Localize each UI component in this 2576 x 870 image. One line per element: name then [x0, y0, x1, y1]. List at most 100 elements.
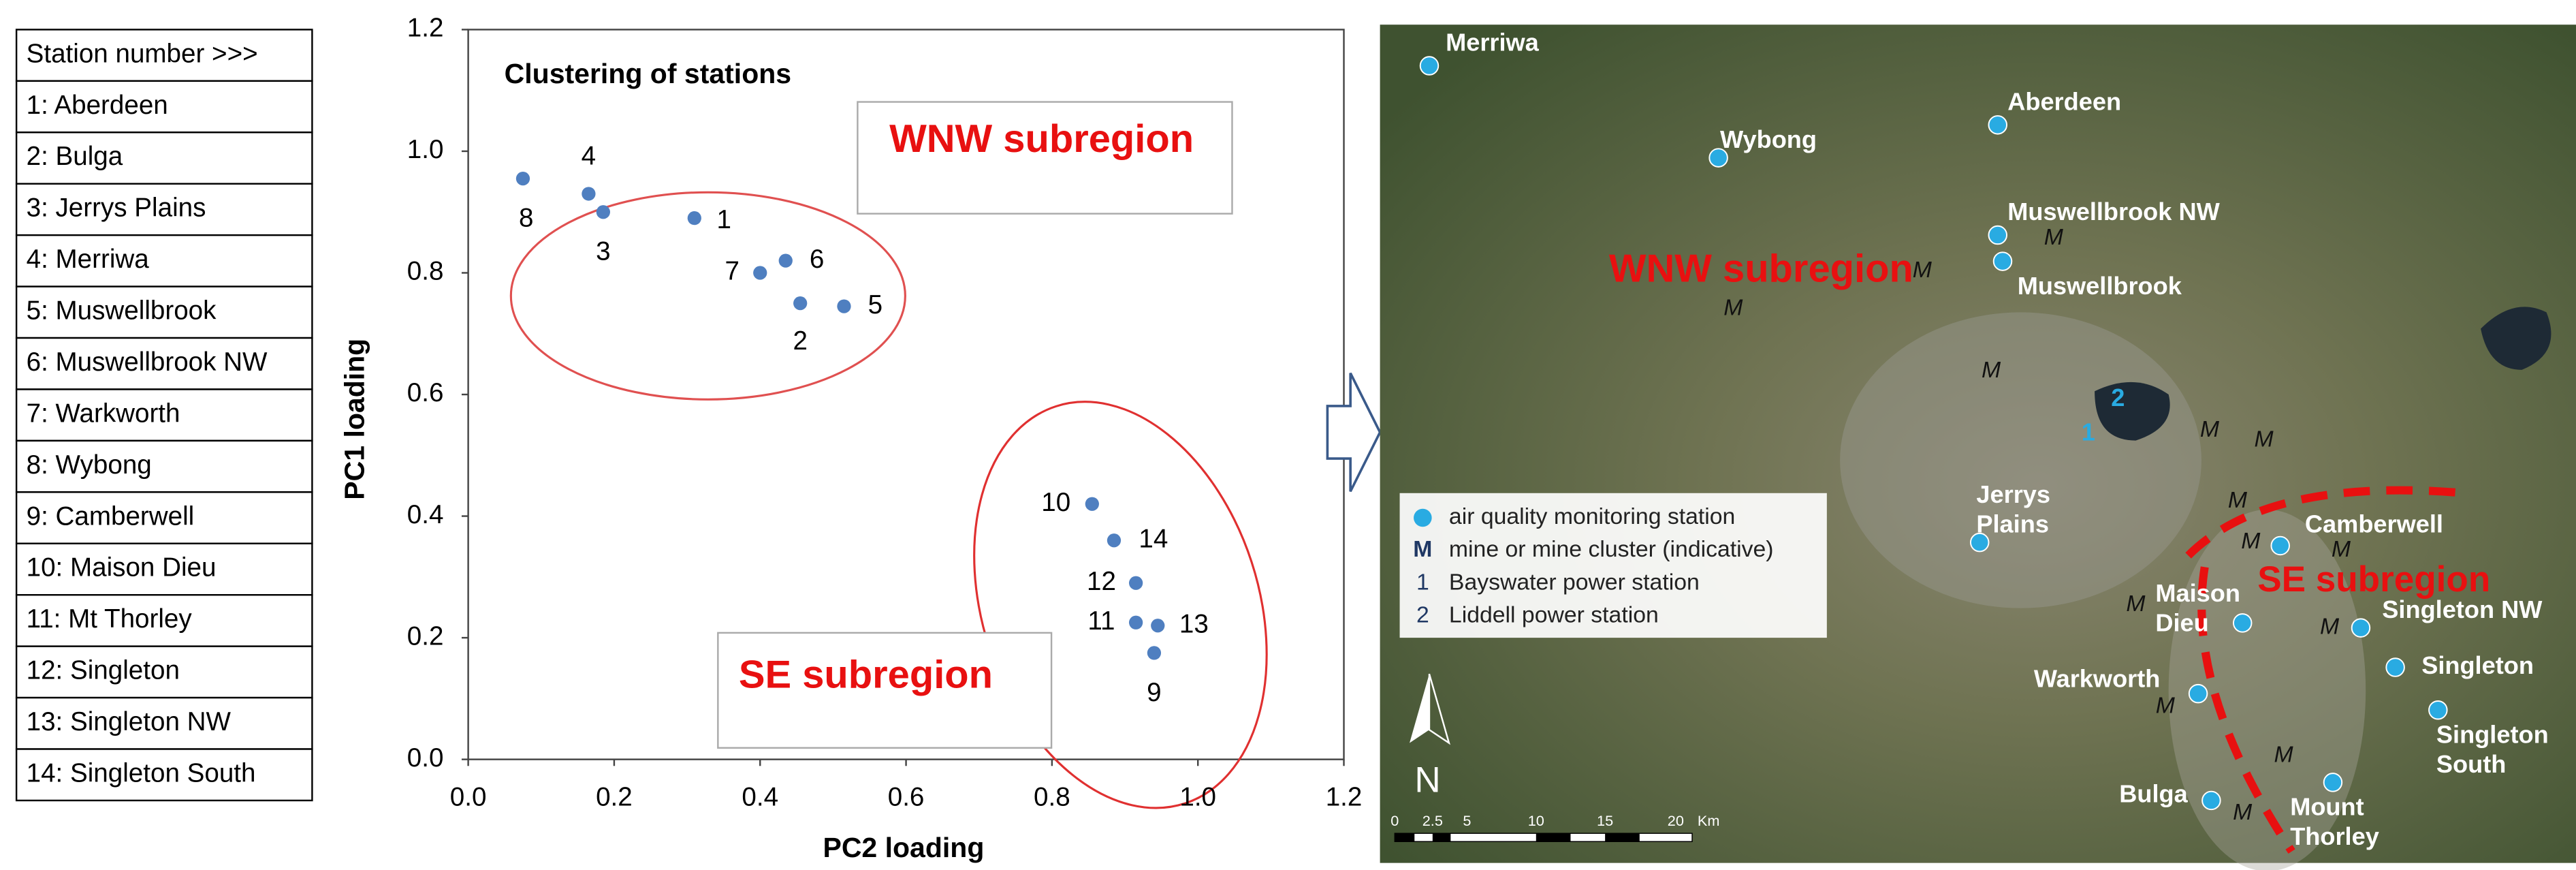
- point-label: 12: [1087, 567, 1116, 596]
- point-label: 7: [725, 257, 739, 286]
- scale-label: 15: [1597, 812, 1613, 829]
- table-cell: [15, 29, 313, 82]
- point-label: 9: [1147, 678, 1161, 707]
- table-row: 13: Singleton NW: [27, 707, 232, 736]
- mine-marker: M: [2332, 536, 2351, 562]
- data-point: [753, 266, 767, 280]
- legend-text: air quality monitoring station: [1449, 503, 1735, 529]
- station-dot: [1708, 148, 1728, 168]
- mine-marker: M: [2320, 614, 2340, 640]
- region-label: WNW subregion: [1609, 247, 1913, 290]
- x-tick-label: 0.6: [888, 783, 925, 812]
- station-dot: [1992, 251, 2013, 271]
- lake: [2095, 382, 2170, 441]
- data-point: [1128, 615, 1143, 630]
- table-cell: [15, 131, 313, 185]
- mine-marker: M: [2233, 799, 2253, 825]
- north-arrow: [1428, 673, 1450, 745]
- point-label: 2: [793, 326, 807, 356]
- station-label: Plains: [1976, 510, 2049, 538]
- station-dot: [2201, 790, 2221, 811]
- cluster-ellipse: [973, 401, 1268, 809]
- legend-symbol: 1: [1416, 569, 1429, 595]
- x-axis-label: PC2 loading: [823, 832, 984, 863]
- y-tick-label: 0.2: [407, 621, 444, 651]
- scale-label: 20: [1668, 812, 1684, 829]
- station-dot: [2385, 657, 2405, 677]
- table-cell: [15, 748, 313, 802]
- legend-symbol: [1414, 508, 1432, 527]
- data-point: [596, 205, 610, 219]
- station-label: Jerrys: [1976, 480, 2050, 508]
- mine-marker: M: [1982, 357, 2001, 383]
- scale-bar: [1395, 833, 1640, 842]
- data-point: [1085, 497, 1099, 511]
- y-tick-label: 1.2: [407, 14, 444, 43]
- data-point: [1151, 619, 1165, 633]
- data-point: [1128, 576, 1143, 590]
- data-point: [778, 253, 793, 268]
- table-row: 9: Camberwell: [27, 501, 195, 531]
- table-cell: [15, 491, 313, 544]
- mine-marker: M: [2156, 692, 2176, 718]
- table-row: 4: Merriwa: [27, 245, 150, 274]
- table-row: 5: Muswellbrook: [27, 296, 217, 326]
- mine-marker: M: [2126, 591, 2146, 617]
- station-label: Aberdeen: [2007, 88, 2121, 116]
- terrain: [1840, 312, 2201, 608]
- power-station-label: 1: [2082, 418, 2095, 446]
- table-cell: [15, 542, 313, 596]
- station-label: Warkworth: [2034, 664, 2161, 692]
- station-label: Bulga: [2119, 779, 2188, 807]
- table-cell: [15, 388, 313, 442]
- north-arrow: [1410, 674, 1429, 743]
- data-point: [687, 211, 701, 226]
- terrain: [2168, 509, 2366, 870]
- scale-label: 0: [1390, 812, 1399, 829]
- table-row: 11: Mt Thorley: [27, 604, 193, 634]
- lake: [2481, 307, 2551, 370]
- mine-marker: M: [2200, 416, 2220, 442]
- point-label: 5: [868, 290, 882, 320]
- mine-marker: M: [1723, 294, 1743, 320]
- north-label: N: [1414, 760, 1440, 800]
- scale-label: 2.5: [1422, 812, 1443, 829]
- table-row: 14: Singleton South: [27, 758, 256, 788]
- mine-marker: M: [2255, 426, 2274, 452]
- data-point: [793, 296, 808, 311]
- map-background: [1380, 25, 2576, 863]
- map-legend: [1399, 493, 1827, 638]
- station-label: Muswellbrook NW: [2007, 198, 2220, 226]
- y-tick-label: 0.0: [407, 743, 444, 773]
- point-label: 6: [810, 245, 824, 274]
- station-label: Dieu: [2155, 608, 2208, 636]
- x-tick-label: 0.8: [1034, 783, 1070, 812]
- region-boundary: [2197, 566, 2295, 854]
- data-point: [1147, 646, 1162, 660]
- y-tick-label: 0.4: [407, 500, 444, 529]
- station-dot: [2323, 773, 2343, 792]
- y-tick-label: 1.0: [407, 135, 444, 164]
- mine-marker: M: [2274, 742, 2293, 768]
- point-label: 1: [716, 205, 731, 234]
- x-tick-label: 1.2: [1326, 783, 1363, 812]
- station-dot: [1419, 56, 1440, 76]
- station-label: Singleton: [2421, 651, 2534, 679]
- scatter-chart: Clustering of stations WNW subregion SE …: [338, 14, 1362, 864]
- point-label: 14: [1139, 524, 1168, 553]
- station-label: Merriwa: [1446, 29, 1540, 57]
- station-dot: [1988, 225, 2007, 245]
- data-point: [582, 187, 596, 201]
- y-tick-label: 0.6: [407, 378, 444, 407]
- point-label: 4: [582, 142, 596, 171]
- point-label: 11: [1087, 606, 1115, 636]
- mine-marker: M: [2228, 487, 2248, 513]
- table-cell: [15, 594, 313, 647]
- data-point: [837, 299, 851, 313]
- arrow: [1326, 372, 1382, 493]
- region-label: SE subregion: [2257, 559, 2490, 600]
- annotation-box: [857, 101, 1233, 215]
- point-label: 3: [596, 237, 610, 266]
- annotation-box: [717, 632, 1053, 749]
